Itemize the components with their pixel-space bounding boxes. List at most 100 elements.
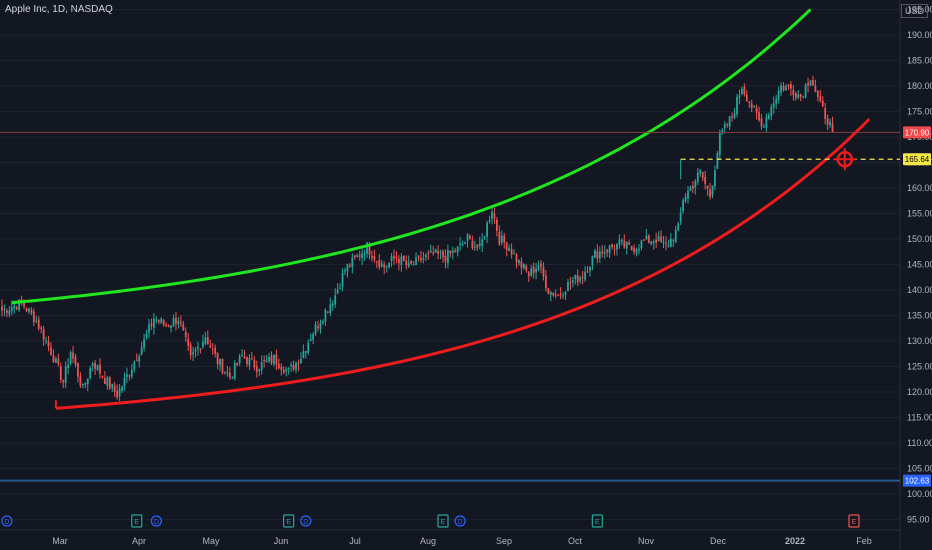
candle-body — [814, 85, 817, 92]
candle-body — [199, 348, 202, 350]
candle-body — [312, 334, 315, 340]
candle-body — [591, 255, 594, 266]
candle-body — [412, 264, 415, 266]
candle-body — [493, 213, 496, 219]
candle-body — [569, 282, 572, 284]
candle-body — [728, 116, 731, 127]
event-label: D — [303, 519, 308, 526]
candle-body — [138, 356, 141, 362]
candle-body — [356, 255, 359, 257]
candle-body — [346, 264, 349, 272]
price-label-text: 165.64 — [905, 155, 930, 164]
candle-body — [581, 276, 584, 278]
candle-body — [669, 238, 672, 247]
candle-body — [424, 255, 427, 258]
candle-body — [55, 358, 57, 363]
y-tick-label: 95.00 — [907, 515, 930, 525]
x-tick-label: May — [202, 536, 220, 546]
candle-body — [260, 361, 263, 371]
target-marker-icon[interactable] — [833, 148, 856, 171]
candle-body — [711, 185, 714, 196]
candle-body — [81, 384, 84, 386]
candle-body — [32, 311, 35, 323]
candle-body — [689, 187, 692, 192]
candle-body — [790, 84, 792, 89]
candle-body — [304, 350, 307, 353]
candle-body — [552, 292, 555, 296]
candle-body — [228, 372, 231, 378]
price-label: 165.64 — [903, 153, 931, 166]
candle-body — [760, 118, 763, 127]
candle-body — [667, 245, 670, 247]
candle-body — [731, 115, 733, 118]
candle-body — [415, 257, 417, 266]
candle-body — [738, 95, 741, 98]
candle-body — [745, 94, 748, 102]
candle-body — [417, 255, 420, 257]
dividend-icon[interactable] — [150, 515, 162, 527]
earnings-icon[interactable] — [591, 514, 603, 528]
candle-body — [758, 112, 760, 121]
candle-body — [586, 271, 589, 273]
candle-body — [476, 244, 479, 248]
candle-body — [89, 367, 92, 378]
candle-body — [268, 356, 270, 361]
candle-body — [652, 241, 655, 243]
candle-body — [1, 306, 3, 311]
candle-body — [8, 310, 11, 315]
candle-body — [733, 113, 736, 119]
candle-body — [366, 242, 368, 254]
candle-body — [797, 94, 800, 98]
dividend-icon[interactable] — [1, 515, 13, 527]
candle-body — [353, 255, 356, 257]
x-tick-label: Jul — [349, 536, 361, 546]
candle-body — [126, 374, 128, 377]
candle-body — [696, 172, 699, 183]
candle-body — [694, 181, 697, 188]
candle-body — [277, 363, 280, 369]
candle-body — [589, 266, 591, 271]
earnings-icon[interactable] — [283, 514, 295, 528]
candle-body — [160, 318, 163, 323]
candle-body — [143, 338, 145, 348]
upcoming-earnings-icon[interactable]: E — [848, 514, 860, 528]
x-tick-label: Apr — [132, 536, 146, 546]
earnings-icon[interactable] — [437, 514, 449, 528]
candle-body — [189, 344, 192, 355]
y-axis[interactable]: 95.00 100.00 105.00 110.00 115.00 120.00 125.0… — [907, 5, 932, 525]
x-tick-label: Feb — [856, 536, 872, 546]
x-tick-label: Nov — [638, 536, 655, 546]
candle-body — [508, 247, 511, 252]
candle-body — [714, 170, 716, 187]
lower-growth-curve[interactable] — [55, 118, 871, 410]
candle-body — [449, 251, 452, 254]
candle-body — [209, 345, 212, 348]
candle-body — [368, 243, 371, 255]
candle-body — [662, 241, 665, 244]
candle-body — [15, 307, 18, 310]
candle-body — [317, 326, 319, 328]
candle-body — [772, 103, 775, 108]
candle-body — [10, 307, 13, 312]
candle-body — [775, 99, 778, 104]
candle-body — [216, 352, 219, 365]
dividend-icon[interactable] — [300, 515, 312, 527]
candle-body — [770, 106, 773, 116]
candle-body — [483, 236, 486, 239]
candle-body — [562, 295, 564, 297]
candle-body — [444, 256, 447, 262]
earnings-icon[interactable] — [131, 514, 143, 528]
x-tick-label: Mar — [52, 536, 68, 546]
candle-body — [638, 248, 640, 251]
candle-body — [45, 340, 47, 342]
dividend-icon[interactable] — [454, 515, 466, 527]
x-axis[interactable]: Mar Apr May Jun Jul Aug Sep Oct Nov Dec 2022 Feb — [52, 536, 872, 546]
candle-body — [763, 126, 765, 128]
candle-body — [748, 101, 751, 103]
currency-button[interactable]: USD — [900, 4, 928, 18]
candle-body — [571, 280, 574, 283]
upper-growth-curve[interactable] — [11, 8, 812, 305]
y-tick-label: 155.00 — [907, 209, 932, 219]
